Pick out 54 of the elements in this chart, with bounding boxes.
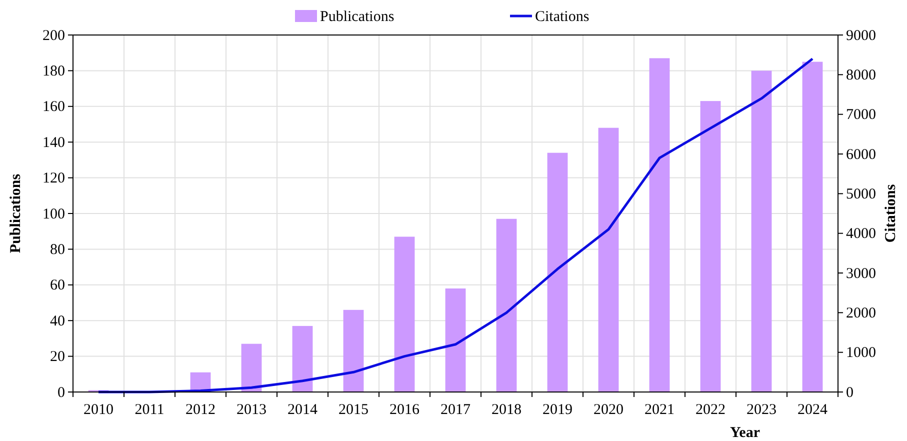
x-tick-label: 2015 (338, 402, 368, 418)
bar (598, 128, 619, 392)
y-axis-title: Publications (8, 174, 24, 254)
bar (496, 218, 517, 392)
y2-tick-label: 9000 (846, 28, 876, 44)
x-tick-label: 2010 (84, 402, 114, 418)
legend-label: Publications (320, 9, 394, 25)
y-tick-label: 180 (42, 64, 65, 80)
y-tick-label: 200 (42, 28, 65, 44)
y2-tick-label: 1000 (846, 345, 876, 362)
bar (445, 288, 466, 392)
y-tick-label: 160 (42, 99, 65, 116)
bar (241, 344, 262, 392)
x-tick-label: 2018 (492, 402, 522, 418)
bar (394, 236, 415, 392)
y2-tick-label: 3000 (846, 266, 876, 282)
x-tick-label: 2023 (746, 402, 776, 418)
bar (547, 152, 568, 392)
x-tick-label: 2019 (542, 402, 572, 418)
y-tick-label: 80 (50, 242, 65, 258)
bar (802, 62, 823, 392)
y-tick-label: 0 (58, 384, 65, 401)
x-tick-label: 2022 (696, 402, 726, 418)
y2-axis-title: Citations (883, 184, 899, 243)
x-tick-label: 2016 (390, 402, 420, 418)
x-tick-label: 2017 (440, 402, 471, 418)
y-tick-label: 20 (50, 349, 65, 366)
y-tick-label: 40 (50, 313, 65, 330)
x-tick-label: 2021 (644, 402, 674, 418)
y2-tick-label: 6000 (846, 146, 876, 163)
x-tick-label: 2020 (594, 402, 624, 418)
y-tick-label: 100 (42, 206, 65, 222)
y2-tick-label: 2000 (846, 305, 876, 322)
bar (343, 310, 364, 392)
x-axis-title: Year (730, 425, 760, 441)
x-tick-label: 2013 (236, 402, 266, 418)
y2-tick-label: 0 (846, 384, 854, 401)
x-tick-label: 2024 (798, 402, 828, 418)
bar (292, 326, 313, 392)
x-tick-label: 2014 (288, 402, 318, 418)
line-series (97, 58, 814, 394)
y2-tick-label: 8000 (846, 67, 876, 84)
bar (700, 101, 721, 392)
y-tick-label: 60 (50, 278, 65, 294)
y-tick-label: 140 (42, 134, 65, 151)
y2-tick-label: 7000 (846, 107, 876, 124)
x-tick-label: 2012 (186, 402, 216, 418)
y2-tick-label: 4000 (846, 226, 876, 242)
y2-tick-label: 5000 (846, 186, 876, 202)
x-tick-label: 2011 (134, 402, 164, 418)
y-tick-label: 120 (42, 170, 65, 187)
legend-label: Citations (535, 9, 590, 25)
bar (649, 58, 670, 392)
bar (751, 70, 772, 392)
